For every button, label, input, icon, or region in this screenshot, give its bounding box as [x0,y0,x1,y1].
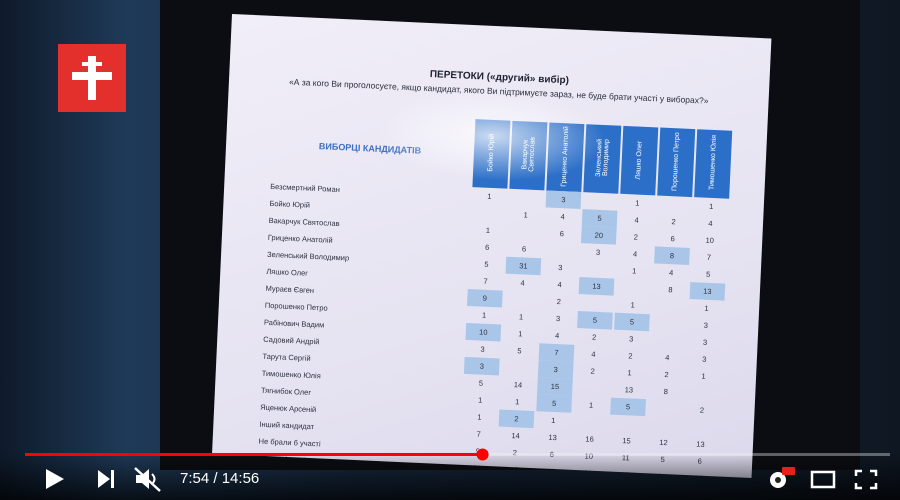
progress-played [25,453,483,456]
settings-button[interactable] [770,467,795,488]
fullscreen-button[interactable] [856,471,876,488]
current-time: 7:54 [180,470,209,487]
page: ПЕРЕТОКИ («другий» вибір) «А за кого Ви … [0,0,900,500]
time-display: 7:54 / 14:56 [180,470,259,487]
duration: 14:56 [222,470,260,487]
mute-button[interactable] [135,468,160,491]
player-overlay [0,0,900,500]
progress-knob[interactable] [477,449,489,461]
play-button[interactable] [46,469,64,489]
theater-button[interactable] [812,472,834,487]
next-button[interactable] [98,470,114,488]
